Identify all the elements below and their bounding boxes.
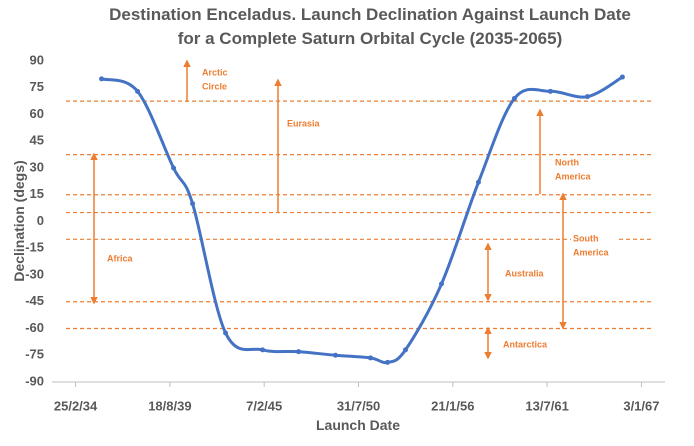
y-tick-label: -45 xyxy=(25,293,44,308)
annotation-bg xyxy=(200,67,248,79)
annotation-bg xyxy=(285,118,333,130)
point xyxy=(368,355,374,361)
point xyxy=(619,74,625,80)
annotation-label: Arctic xyxy=(202,67,228,77)
y-axis-label: Declination (degs) xyxy=(11,160,27,281)
y-tick-label: -15 xyxy=(25,240,44,255)
x-tick-label: 7/2/45 xyxy=(246,398,282,413)
annotation-bg xyxy=(503,268,551,280)
annotation-bg xyxy=(571,247,619,259)
x-tick-label: 3/1/67 xyxy=(623,398,659,413)
annotation-bg xyxy=(553,171,601,183)
x-tick-label: 18/8/39 xyxy=(148,398,191,413)
x-tick-label: 13/7/61 xyxy=(525,398,568,413)
point xyxy=(402,347,408,353)
annotation-label: America xyxy=(573,247,610,257)
y-tick-label: 75 xyxy=(30,79,44,94)
chart-title: for a Complete Saturn Orbital Cycle (203… xyxy=(178,29,563,48)
y-tick-label: -90 xyxy=(25,373,44,388)
annotation-label: South xyxy=(573,233,599,243)
point xyxy=(475,179,481,185)
annotation-label: Antarctica xyxy=(503,339,548,349)
chart-title: Destination Enceladus. Launch Declinatio… xyxy=(109,5,631,24)
point xyxy=(190,201,196,207)
x-axis-label: Launch Date xyxy=(316,417,400,433)
y-tick-label: 60 xyxy=(30,106,44,121)
annotation-label: Eurasia xyxy=(287,118,321,128)
point xyxy=(584,94,590,100)
annotation-label: America xyxy=(555,171,592,181)
point xyxy=(384,359,390,365)
point xyxy=(547,88,553,94)
annotation-label: Circle xyxy=(202,81,227,91)
y-tick-label: 15 xyxy=(30,186,44,201)
point xyxy=(511,95,517,101)
y-tick-label: 0 xyxy=(37,213,44,228)
annotation-bg xyxy=(200,81,248,93)
x-tick-label: 31/7/50 xyxy=(337,398,380,413)
annotation-label: North xyxy=(555,157,579,167)
y-tick-label: 45 xyxy=(30,133,44,148)
point xyxy=(332,352,338,358)
y-tick-label: -60 xyxy=(25,320,44,335)
annotation-bg xyxy=(553,157,601,169)
y-tick-label: -30 xyxy=(25,266,44,281)
x-tick-label: 25/2/34 xyxy=(54,398,98,413)
y-tick-label: 90 xyxy=(30,52,44,67)
point xyxy=(171,165,177,171)
y-tick-label: 30 xyxy=(30,159,44,174)
point xyxy=(438,281,444,287)
annotation-label: Australia xyxy=(505,268,545,278)
point xyxy=(135,88,141,94)
annotation-bg xyxy=(105,253,153,265)
annotation-bg xyxy=(501,339,549,351)
point xyxy=(260,347,266,353)
point xyxy=(99,76,105,82)
point xyxy=(296,349,302,355)
annotation-bg xyxy=(571,233,619,245)
line-series xyxy=(101,75,624,365)
x-tick-label: 21/1/56 xyxy=(431,398,474,413)
annotation-label: Africa xyxy=(107,253,134,263)
point xyxy=(223,330,229,336)
y-tick-label: -75 xyxy=(25,347,44,362)
